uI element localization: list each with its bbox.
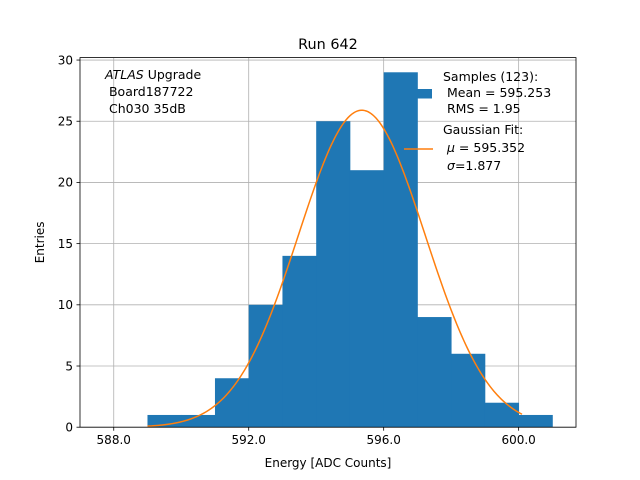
x-tick-label: 600.0	[501, 433, 535, 447]
y-axis-label: Entries	[33, 222, 47, 264]
legend-fit-mu-line: μ = 595.352	[446, 140, 525, 155]
histogram-bar	[451, 353, 486, 428]
legend-samples-mean: Mean = 595.253	[443, 85, 551, 100]
histogram-bar	[248, 304, 283, 428]
x-tick-label: 592.0	[232, 433, 266, 447]
histogram-bar	[214, 378, 250, 428]
y-tick-label: 10	[58, 298, 73, 312]
histogram-bar	[349, 170, 385, 428]
legend-samples-rms: RMS = 1.95	[443, 101, 521, 116]
x-tick-label: 596.0	[366, 433, 400, 447]
legend: Samples (123): Mean = 595.253 RMS = 1.95…	[404, 69, 551, 173]
channel-label: Ch030 35dB	[105, 101, 186, 116]
histogram-bar	[518, 414, 553, 428]
y-tick-label: 0	[65, 421, 73, 435]
legend-fit-title: Gaussian Fit:	[443, 122, 523, 137]
run-annotation: ATLAS Upgrade Board187722 Ch030 35dB	[104, 67, 201, 116]
y-tick-label: 25	[58, 115, 73, 129]
y-tick-label: 30	[58, 53, 73, 67]
histogram-bar	[181, 414, 216, 428]
legend-fit-sigma-line: σ=1.877	[447, 158, 501, 173]
histogram-bar	[417, 317, 452, 428]
legend-fit-sigma-symbol: σ	[447, 158, 456, 173]
legend-fit-sigma-value: =1.877	[455, 158, 501, 173]
x-axis-label: Energy [ADC Counts]	[265, 456, 392, 470]
y-axis-ticks: 0 5 10 15 20 25 30	[58, 53, 80, 435]
y-tick-label: 15	[58, 237, 73, 251]
legend-samples-title: Samples (123):	[443, 69, 538, 84]
x-tick-label: 588.0	[97, 433, 131, 447]
gaussian-fit-curve-group	[147, 109, 523, 427]
chart-title: Run 642	[298, 37, 358, 53]
histogram-bar	[484, 402, 520, 428]
upgrade-label: Upgrade	[144, 67, 202, 82]
y-tick-label: 5	[65, 359, 73, 373]
atlas-label: ATLAS	[104, 67, 144, 82]
histogram-bar	[383, 72, 418, 428]
legend-samples-swatch	[405, 89, 432, 99]
legend-fit-mu-symbol: μ	[446, 140, 455, 155]
histogram-bars	[147, 72, 553, 428]
legend-fit-mu-value: = 595.352	[455, 140, 525, 155]
plot-frame	[79, 57, 577, 428]
board-label: Board187722	[105, 84, 193, 99]
atlas-label-line: ATLAS Upgrade	[104, 67, 201, 82]
gaussian-fit-curve	[147, 109, 523, 427]
histogram-bar	[316, 121, 351, 428]
histogram-bar	[282, 255, 317, 428]
y-tick-label: 20	[58, 176, 73, 190]
x-axis-ticks: 588.0 592.0 596.0 600.0	[97, 427, 536, 447]
